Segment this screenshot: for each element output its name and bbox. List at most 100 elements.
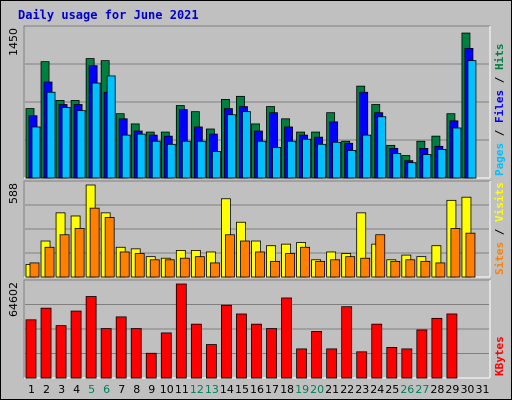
x-tick-day-14: 14 [220, 383, 234, 396]
x-tick-day-1: 1 [28, 383, 35, 396]
bar-pages-day-22 [347, 150, 357, 179]
bar-pages-day-30 [467, 60, 477, 179]
x-tick-day-9: 9 [148, 383, 155, 396]
bar-pages-day-16 [257, 140, 266, 179]
bar-kbytes-day-27 [416, 329, 428, 379]
bar-sites-day-28 [435, 262, 446, 278]
x-tick-day-28: 28 [430, 383, 444, 396]
x-tick-day-4: 4 [73, 383, 80, 396]
bar-sites-day-27 [420, 260, 431, 278]
x-tick-day-30: 30 [460, 383, 474, 396]
bar-kbytes-day-4 [70, 310, 82, 379]
x-tick-day-27: 27 [415, 383, 429, 396]
y-max-label: 588 [7, 183, 20, 204]
bar-kbytes-day-29 [446, 313, 458, 379]
bar-pages-day-24 [377, 116, 387, 179]
bar-sites-day-8 [134, 253, 145, 278]
bar-kbytes-day-19 [296, 348, 307, 379]
bar-kbytes-day-8 [130, 328, 142, 379]
bar-kbytes-day-28 [431, 317, 443, 379]
side-legend-visits: Visits [493, 182, 506, 222]
x-tick-day-31: 31 [475, 383, 489, 396]
bar-kbytes-day-15 [236, 313, 247, 379]
bar-sites-day-20 [315, 260, 326, 278]
side-legend-hits: Hits [493, 44, 506, 71]
bar-kbytes-day-6 [100, 328, 112, 379]
bar-sites-day-9 [149, 259, 160, 278]
bar-pages-day-14 [227, 114, 236, 179]
x-tick-day-5: 5 [88, 383, 95, 396]
bar-kbytes-day-3 [55, 325, 67, 379]
side-legend-separator: / [493, 70, 506, 90]
side-legend-separator: / [493, 222, 506, 242]
x-axis-labels: 1 2 3 4 5 6 7 8 9 10 11 12 13 14 15 16 17 18 19 20 21 22 23 24 2… [28, 383, 489, 396]
bar-pages-day-20 [317, 143, 327, 179]
x-tick-day-18: 18 [280, 383, 294, 396]
bar-pages-day-26 [407, 162, 417, 179]
x-tick-day-7: 7 [118, 383, 125, 396]
x-tick-day-26: 26 [400, 383, 414, 396]
y-max-label: 1450 [7, 28, 20, 56]
bar-sites-day-25 [390, 260, 401, 278]
chart-title: Daily usage for June 2021 [18, 8, 199, 22]
x-tick-day-3: 3 [58, 383, 65, 396]
side-legend-separator: / [493, 123, 506, 143]
x-tick-day-21: 21 [325, 383, 339, 396]
bar-pages-day-3 [61, 107, 71, 179]
bar-pages-day-29 [452, 127, 462, 179]
bar-sites-day-16 [255, 251, 265, 278]
x-tick-day-23: 23 [355, 383, 369, 396]
x-tick-day-2: 2 [43, 383, 50, 396]
bar-pages-day-6 [106, 75, 116, 179]
bar-pages-day-18 [287, 140, 296, 179]
bar-kbytes-day-13 [205, 344, 217, 379]
bar-sites-day-19 [300, 246, 310, 278]
x-tick-day-6: 6 [103, 383, 110, 396]
bar-pages-day-28 [437, 149, 447, 179]
y-max-label: 64602 [7, 282, 20, 317]
bar-kbytes-day-16 [251, 323, 262, 379]
x-tick-day-16: 16 [250, 383, 264, 396]
bar-kbytes-day-1 [25, 319, 37, 379]
bar-sites-day-4 [74, 228, 85, 278]
bar-kbytes-day-23 [356, 351, 368, 379]
bar-kbytes-day-7 [115, 316, 127, 379]
bar-sites-day-17 [270, 260, 280, 278]
bar-sites-day-10 [164, 259, 175, 278]
bar-pages-day-2 [46, 91, 56, 179]
x-tick-day-11: 11 [175, 383, 189, 396]
bar-sites-day-13 [209, 262, 220, 278]
bar-pages-day-5 [91, 82, 101, 179]
bar-sites-day-15 [240, 240, 250, 278]
bar-kbytes-day-18 [281, 297, 292, 379]
x-tick-day-29: 29 [445, 383, 459, 396]
bar-pages-day-8 [136, 133, 146, 179]
bar-sites-day-7 [119, 251, 130, 278]
bar-sites-day-22 [345, 256, 356, 278]
bar-kbytes-day-14 [221, 304, 232, 379]
x-tick-day-22: 22 [340, 383, 354, 396]
bar-kbytes-day-24 [371, 323, 383, 379]
panel-hits-files-pages: 1450 Pages / Files / Hits [7, 25, 506, 179]
bar-pages-day-27 [422, 154, 432, 179]
bar-kbytes-day-10 [160, 332, 172, 379]
bar-kbytes-day-2 [40, 307, 52, 379]
bar-pages-day-21 [332, 141, 342, 179]
bar-kbytes-day-17 [266, 328, 277, 379]
bar-kbytes-day-26 [401, 348, 413, 379]
bar-pages-day-17 [272, 146, 281, 179]
bar-kbytes-day-11 [175, 283, 187, 379]
side-legend-files: Files [493, 90, 506, 123]
chart-panels: 1450 Pages / Files / Hits 588 Sites / Visit… [7, 25, 506, 396]
bar-sites-day-23 [360, 257, 371, 278]
bar-pages-day-1 [31, 126, 41, 179]
bar-sites-day-5 [89, 207, 100, 278]
bar-pages-day-4 [76, 110, 86, 179]
bar-sites-day-29 [450, 228, 461, 278]
bar-pages-day-10 [166, 143, 176, 179]
bar-pages-day-23 [362, 134, 372, 179]
bar-kbytes-day-20 [311, 331, 323, 379]
x-tick-day-13: 13 [205, 383, 219, 396]
bar-kbytes-day-12 [190, 323, 202, 379]
